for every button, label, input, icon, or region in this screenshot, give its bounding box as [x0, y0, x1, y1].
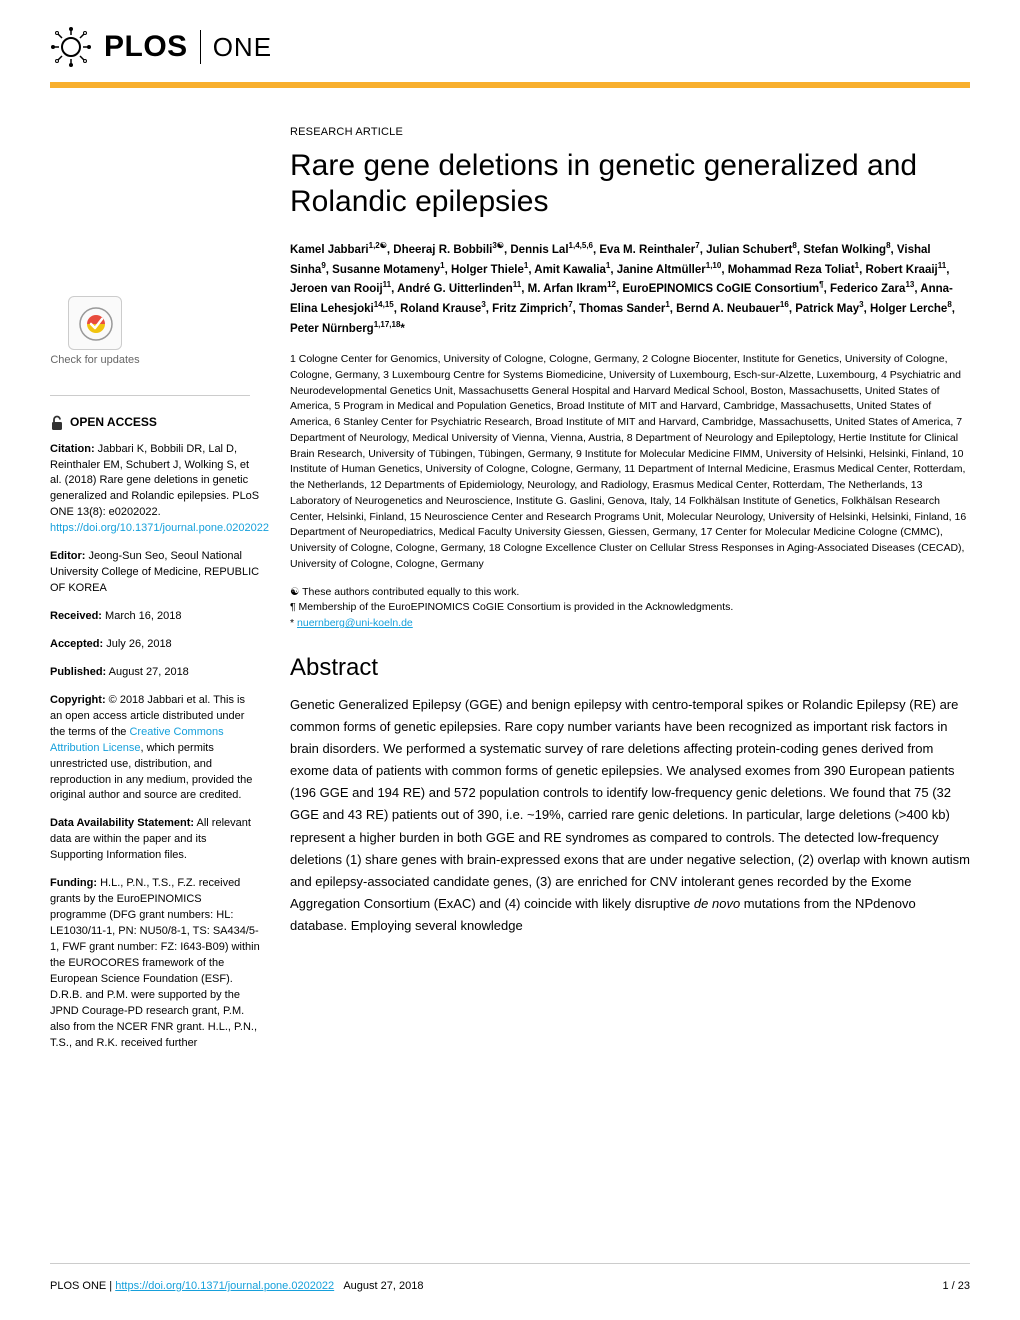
funding-label: Funding: [50, 877, 97, 889]
editor-label: Editor: [50, 550, 85, 562]
accepted-text: July 26, 2018 [103, 638, 172, 650]
editor-block: Editor: Jeong-Sun Seo, Seoul National Un… [50, 549, 260, 597]
affiliations: 1 Cologne Center for Genomics, Universit… [290, 352, 970, 573]
brand-divider [200, 30, 201, 64]
main-content: RESEARCH ARTICLE Rare gene deletions in … [270, 126, 970, 1064]
plos-brand-text: PLOS [104, 30, 188, 64]
authors-list: Kamel Jabbari1,2☯, Dheeraj R. Bobbili3☯,… [290, 240, 970, 338]
journal-header: PLOS ONE [0, 0, 1020, 68]
received-text: March 16, 2018 [102, 610, 182, 622]
funding-text: H.L., P.N., T.S., F.Z. received grants b… [50, 877, 260, 1048]
data-avail-label: Data Availability Statement: [50, 817, 194, 829]
crossmark-icon [68, 296, 122, 350]
received-label: Received: [50, 610, 102, 622]
footer-date: August 27, 2018 [343, 1280, 423, 1292]
published-text: August 27, 2018 [106, 666, 189, 678]
plos-icon [50, 26, 92, 68]
author-notes: ☯ These authors contributed equally to t… [290, 585, 970, 632]
citation-block: Citation: Jabbari K, Bobbili DR, Lal D, … [50, 442, 260, 538]
citation-label: Citation: [50, 443, 95, 455]
check-updates-label: Check for updates [50, 354, 140, 367]
copyright-block: Copyright: © 2018 Jabbari et al. This is… [50, 693, 260, 805]
accepted-label: Accepted: [50, 638, 103, 650]
check-updates-widget[interactable]: Check for updates [50, 296, 140, 367]
article-type: RESEARCH ARTICLE [290, 126, 970, 138]
abstract-heading: Abstract [290, 654, 970, 682]
consortium-note: ¶ Membership of the EuroEPINOMICS CoGIE … [290, 600, 970, 616]
plos-logo: PLOS ONE [50, 26, 272, 68]
published-label: Published: [50, 666, 106, 678]
sidebar: Check for updates OPEN ACCESS Citation: … [50, 126, 270, 1064]
sidebar-divider [50, 395, 250, 396]
open-lock-icon [50, 415, 64, 431]
abstract-text: Genetic Generalized Epilepsy (GGE) and b… [290, 694, 970, 937]
equal-contrib-note: ☯ These authors contributed equally to t… [290, 585, 970, 601]
accepted-block: Accepted: July 26, 2018 [50, 637, 260, 653]
correspondence: * nuernberg@uni-koeln.de [290, 616, 970, 632]
footer-left: PLOS ONE | https://doi.org/10.1371/journ… [50, 1280, 423, 1292]
page-footer: PLOS ONE | https://doi.org/10.1371/journ… [50, 1280, 970, 1292]
footer-journal: PLOS ONE | [50, 1280, 115, 1292]
open-access-label: OPEN ACCESS [70, 414, 157, 431]
accent-bar [50, 82, 970, 88]
footer-page-number: 1 / 23 [942, 1280, 970, 1292]
funding-block: Funding: H.L., P.N., T.S., F.Z. received… [50, 876, 260, 1051]
published-block: Published: August 27, 2018 [50, 665, 260, 681]
received-block: Received: March 16, 2018 [50, 609, 260, 625]
copyright-label: Copyright: [50, 694, 106, 706]
open-access-badge: OPEN ACCESS [50, 414, 270, 431]
footer-divider [50, 1263, 970, 1264]
data-availability-block: Data Availability Statement: All relevan… [50, 816, 260, 864]
correspondence-email[interactable]: nuernberg@uni-koeln.de [297, 617, 413, 629]
footer-doi-link[interactable]: https://doi.org/10.1371/journal.pone.020… [115, 1280, 334, 1292]
journal-name: ONE [213, 32, 272, 63]
article-title: Rare gene deletions in genetic generaliz… [290, 148, 970, 220]
citation-doi-link[interactable]: https://doi.org/10.1371/journal.pone.020… [50, 522, 269, 534]
